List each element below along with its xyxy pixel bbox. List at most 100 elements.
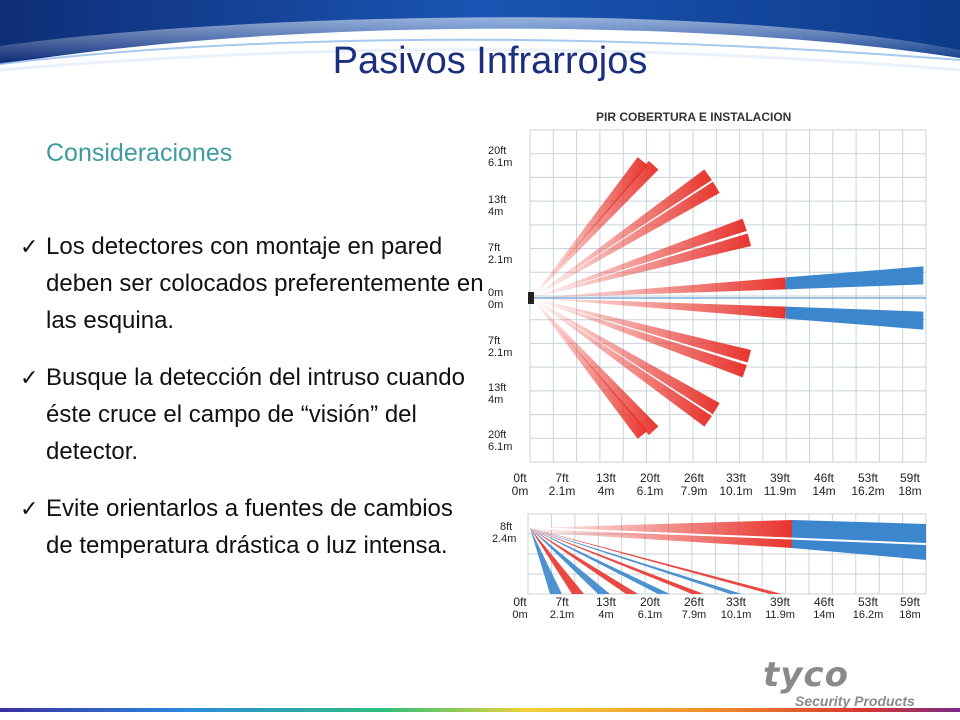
y-axis-label: 7ft — [488, 242, 500, 254]
side-x-label: 7.9m — [682, 609, 706, 620]
tyco-logo: tyco Security Products — [763, 655, 915, 709]
detector-icon — [528, 292, 534, 304]
detection-beam — [532, 218, 747, 298]
look-down-ray — [530, 528, 584, 594]
y-axis-label: 6.1m — [488, 441, 512, 453]
side-x-label: 4m — [598, 609, 613, 620]
y-axis-label: 6.1m — [488, 157, 512, 169]
side-x-label: 18m — [899, 609, 920, 620]
bullet-text: Busque la detección del intruso cuando é… — [46, 364, 465, 465]
side-x-label: 33ft — [726, 595, 747, 609]
side-x-label: 0m — [512, 609, 527, 620]
side-height-label: 2.4m — [492, 533, 516, 545]
detection-beam — [532, 298, 752, 363]
detection-beam — [532, 298, 648, 439]
side-x-label: 13ft — [596, 595, 617, 609]
look-down-ray — [530, 528, 704, 594]
detection-beam — [532, 298, 720, 415]
logo-wordmark: tyco — [763, 655, 849, 695]
y-axis-label: 0m — [488, 287, 503, 299]
detection-beam — [532, 298, 747, 378]
detection-beam — [532, 298, 786, 319]
look-down-ray — [530, 528, 638, 594]
slide-title: Pasivos Infrarrojos — [332, 40, 648, 82]
x-axis-label: 4m — [598, 484, 615, 498]
checkmark-icon: ✓ — [20, 496, 39, 521]
side-x-label: 53ft — [858, 595, 879, 609]
detection-beam — [532, 298, 712, 427]
x-axis-label: 14m — [812, 484, 835, 498]
side-x-label: 46ft — [814, 595, 835, 609]
x-axis-label: 20ft — [640, 471, 661, 485]
y-axis-label: 4m — [488, 394, 503, 406]
bullet-list: ✓ Los detectores con montaje en pared de… — [20, 228, 484, 584]
x-axis-label: 13ft — [596, 471, 617, 485]
y-axis-label: 0m — [488, 299, 503, 311]
side-x-label: 2.1m — [550, 609, 574, 620]
detection-beam — [532, 298, 659, 436]
y-axis-label: 13ft — [488, 194, 506, 206]
side-x-label: 0ft — [513, 595, 527, 609]
far-beam — [785, 266, 924, 290]
bullet-item: ✓ Busque la detección del intruso cuando… — [20, 359, 484, 470]
look-down-ray — [530, 528, 610, 594]
x-axis-label: 7.9m — [681, 484, 708, 498]
bullet-item: ✓ Evite orientarlos a fuentes de cambios… — [20, 490, 484, 564]
x-axis-label: 26ft — [684, 471, 705, 485]
logo-tagline: Security Products — [795, 693, 915, 709]
x-axis-label: 39ft — [770, 471, 791, 485]
side-x-label: 11.9m — [765, 609, 795, 620]
detection-beam — [532, 160, 659, 298]
look-down-ray — [530, 528, 562, 594]
x-axis-label: 6.1m — [637, 484, 664, 498]
y-axis-label: 2.1m — [488, 347, 512, 359]
side-x-label: 20ft — [640, 595, 661, 609]
x-axis-label: 18m — [898, 484, 921, 498]
detection-beam — [532, 233, 752, 298]
x-axis-label: 10.1m — [719, 484, 752, 498]
checkmark-icon: ✓ — [20, 365, 39, 390]
look-down-ray — [530, 528, 782, 594]
bullet-item: ✓ Los detectores con montaje en pared de… — [20, 228, 484, 339]
far-beam — [785, 306, 924, 330]
x-axis-label: 16.2m — [851, 484, 884, 498]
y-axis-label: 20ft — [488, 145, 506, 157]
x-axis-label: 2.1m — [549, 484, 576, 498]
side-far-beam — [792, 520, 926, 560]
y-axis-label: 4m — [488, 206, 503, 218]
side-height-label: 8ft — [500, 521, 512, 533]
side-x-label: 10.1m — [721, 609, 752, 620]
x-axis-label: 59ft — [900, 471, 921, 485]
bottom-color-bar — [0, 708, 960, 712]
side-center-line — [529, 527, 927, 545]
diagram-title: PIR COBERTURA E INSTALACION — [596, 110, 792, 124]
y-axis-label: 2.1m — [488, 254, 512, 266]
x-axis-label: 33ft — [726, 471, 747, 485]
pir-coverage-diagram: 20ft6.1m13ft4m7ft2.1m0m0m7ft2.1m13ft4m20… — [488, 129, 927, 620]
header-swoosh — [0, 0, 960, 72]
checkmark-icon: ✓ — [20, 234, 39, 259]
x-axis-label: 0m — [512, 484, 529, 498]
section-subtitle: Consideraciones — [46, 139, 233, 167]
look-down-ray — [530, 528, 670, 594]
x-axis-label: 46ft — [814, 471, 835, 485]
x-axis-label: 53ft — [858, 471, 879, 485]
detection-beam — [532, 169, 712, 298]
y-axis-label: 13ft — [488, 382, 506, 394]
side-x-label: 7ft — [555, 595, 569, 609]
detection-beam — [532, 157, 648, 298]
detection-beam — [532, 181, 720, 298]
y-axis-label: 20ft — [488, 429, 506, 441]
side-x-label: 14m — [813, 609, 834, 620]
bullet-text: Evite orientarlos a fuentes de cambios d… — [46, 495, 453, 559]
side-x-label: 26ft — [684, 595, 705, 609]
look-down-ray — [530, 528, 742, 594]
side-x-label: 59ft — [900, 595, 921, 609]
y-axis-label: 7ft — [488, 335, 500, 347]
x-axis-label: 0ft — [513, 471, 527, 485]
x-axis-label: 7ft — [555, 471, 569, 485]
bullet-text: Los detectores con montaje en pared debe… — [46, 233, 484, 334]
detection-beam — [532, 277, 786, 298]
side-x-label: 39ft — [770, 595, 791, 609]
x-axis-label: 11.9m — [764, 484, 796, 498]
